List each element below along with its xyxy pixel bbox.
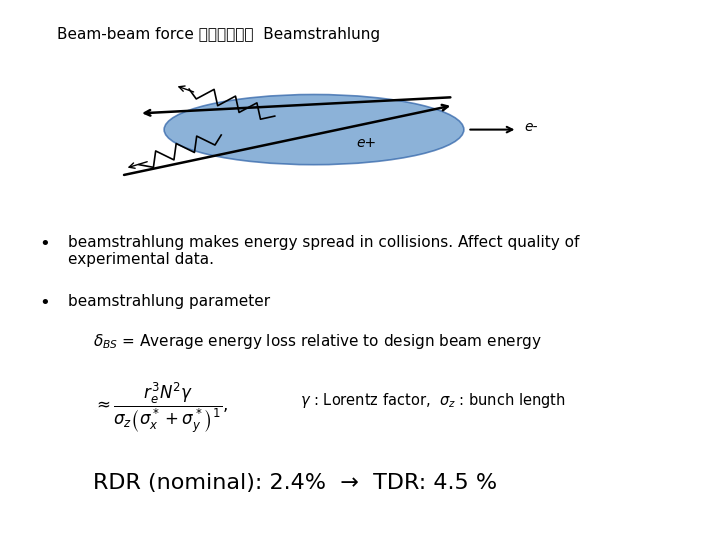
Text: •: • [40,235,50,253]
Text: e+: e+ [357,136,377,150]
Text: beamstrahlung parameter: beamstrahlung parameter [68,294,270,309]
Text: beamstrahlung makes energy spread in collisions. Affect quality of
experimental : beamstrahlung makes energy spread in col… [68,235,579,267]
Text: •: • [40,294,50,312]
Ellipse shape [164,94,464,165]
Text: RDR (nominal): 2.4%  →  TDR: 4.5 %: RDR (nominal): 2.4% → TDR: 4.5 % [93,472,497,492]
Text: Beam-beam force の影響の例：  Beamstrahlung: Beam-beam force の影響の例： Beamstrahlung [57,27,380,42]
Text: $\delta_{BS}$ = Average energy loss relative to design beam energy: $\delta_{BS}$ = Average energy loss rela… [93,332,541,351]
Text: $\gamma$ : Lorentz factor,  $\sigma_z$ : bunch length: $\gamma$ : Lorentz factor, $\sigma_z$ : … [300,392,565,410]
Text: $\approx \dfrac{r_e^3 N^2 \gamma}{\sigma_z \left(\sigma_x^* + \sigma_y^*\right)^: $\approx \dfrac{r_e^3 N^2 \gamma}{\sigma… [93,381,228,435]
Text: e-: e- [524,120,538,134]
